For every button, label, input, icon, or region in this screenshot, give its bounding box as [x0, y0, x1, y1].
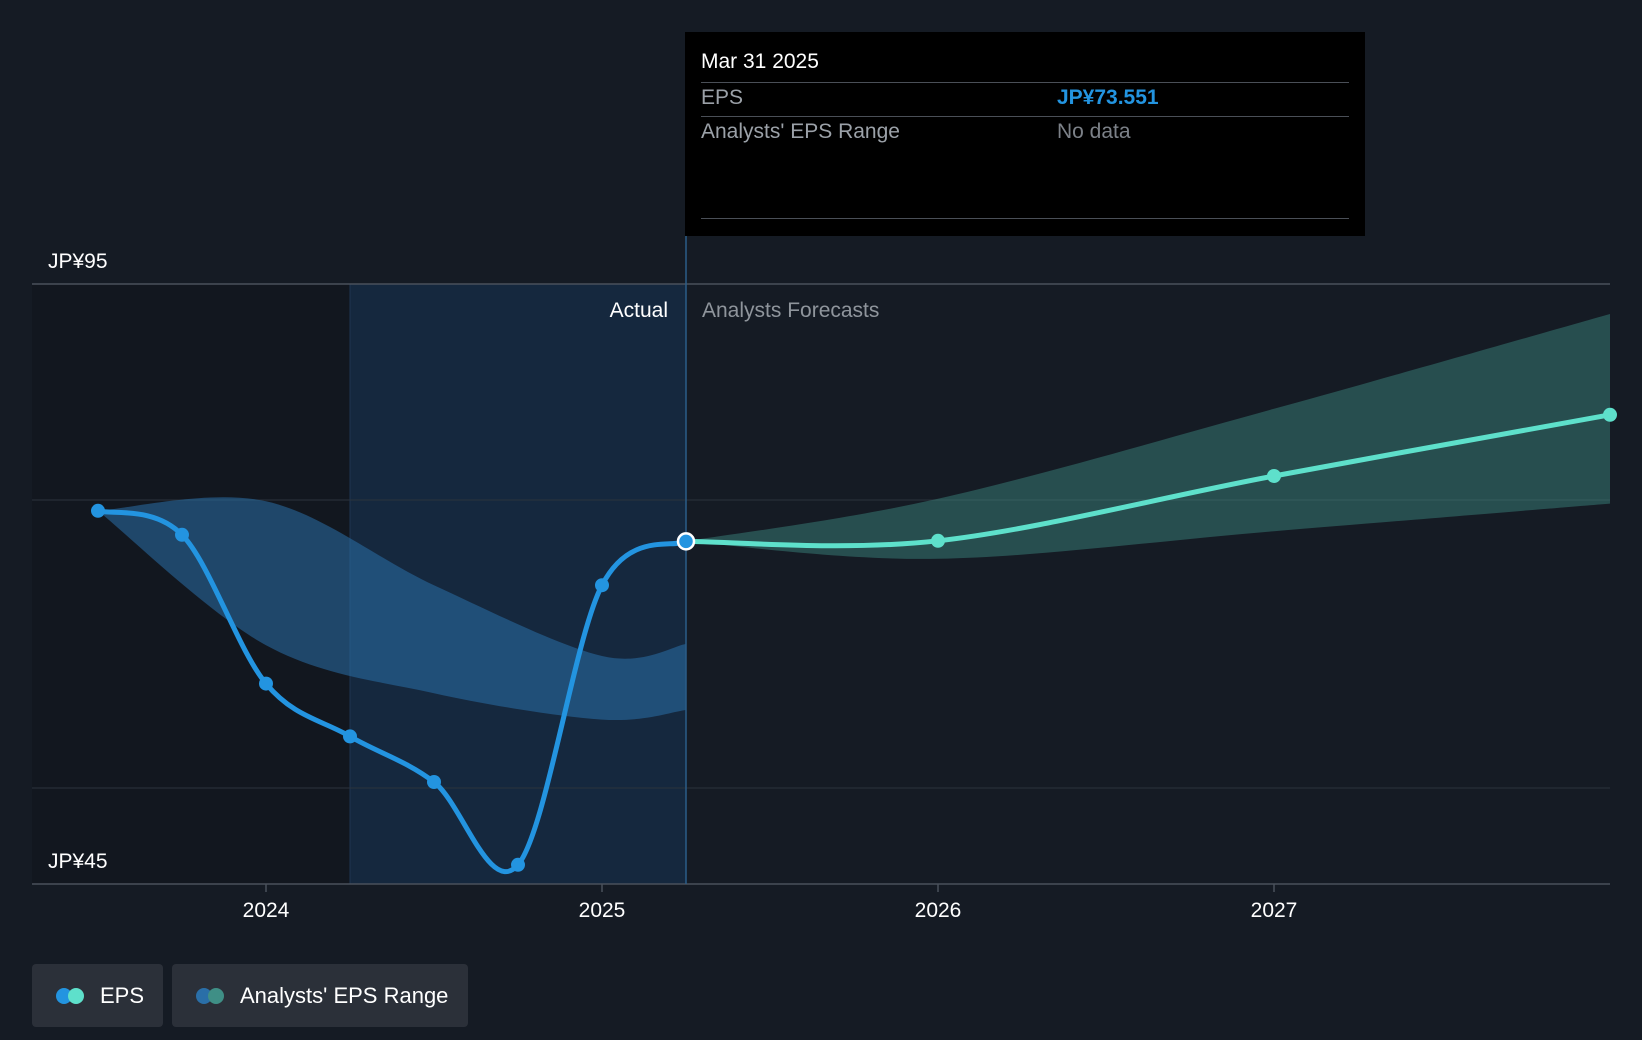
legend-range-label: Analysts' EPS Range — [240, 982, 449, 1008]
tooltip-eps-label: EPS — [701, 86, 744, 109]
tooltip-divider — [701, 218, 1349, 219]
eps-forecast-line — [683, 412, 1613, 549]
eps-forecast-point[interactable] — [1603, 407, 1617, 422]
forecast-range-band — [686, 314, 1610, 559]
eps-actual-point[interactable] — [175, 527, 189, 542]
eps-forecast-point[interactable] — [1267, 469, 1281, 483]
tooltip-eps-value: JP¥73.551 — [1057, 86, 1159, 109]
y-axis-bottom-label: JP¥45 — [48, 850, 108, 873]
eps-legend-icon — [56, 987, 86, 1004]
legend-eps[interactable]: EPS — [32, 964, 163, 1027]
eps-actual-point[interactable] — [91, 503, 105, 518]
x-tick-label: 2027 — [1251, 899, 1298, 922]
actual-range-band — [98, 497, 686, 721]
eps-actual-point[interactable] — [511, 857, 525, 872]
tooltip-divider — [701, 116, 1349, 117]
tooltip-divider — [701, 82, 1349, 83]
actual-section-label: Actual — [610, 299, 668, 322]
tooltip-date: Mar 31 2025 — [701, 50, 819, 73]
eps-forecast-point[interactable] — [931, 533, 945, 548]
range-legend-icon — [196, 987, 226, 1004]
legend-range[interactable]: Analysts' EPS Range — [172, 964, 468, 1027]
eps-point-selected[interactable] — [676, 532, 696, 551]
tooltip-range-label: Analysts' EPS Range — [701, 120, 900, 143]
eps-actual-point[interactable] — [595, 578, 609, 593]
tooltip: Mar 31 2025 EPS JP¥73.551 Analysts' EPS … — [685, 32, 1365, 236]
legend-eps-label: EPS — [100, 982, 145, 1008]
eps-actual-point[interactable] — [259, 676, 273, 691]
y-axis-top-label: JP¥95 — [48, 250, 108, 273]
tooltip-range-value: No data — [1057, 120, 1131, 143]
forecast-section-label: Analysts Forecasts — [702, 299, 879, 322]
eps-actual-point[interactable] — [343, 729, 357, 744]
x-tick-label: 2025 — [579, 899, 626, 922]
x-tick-label: 2024 — [243, 899, 290, 922]
eps-actual-point[interactable] — [427, 775, 441, 789]
x-tick-label: 2026 — [915, 899, 962, 922]
